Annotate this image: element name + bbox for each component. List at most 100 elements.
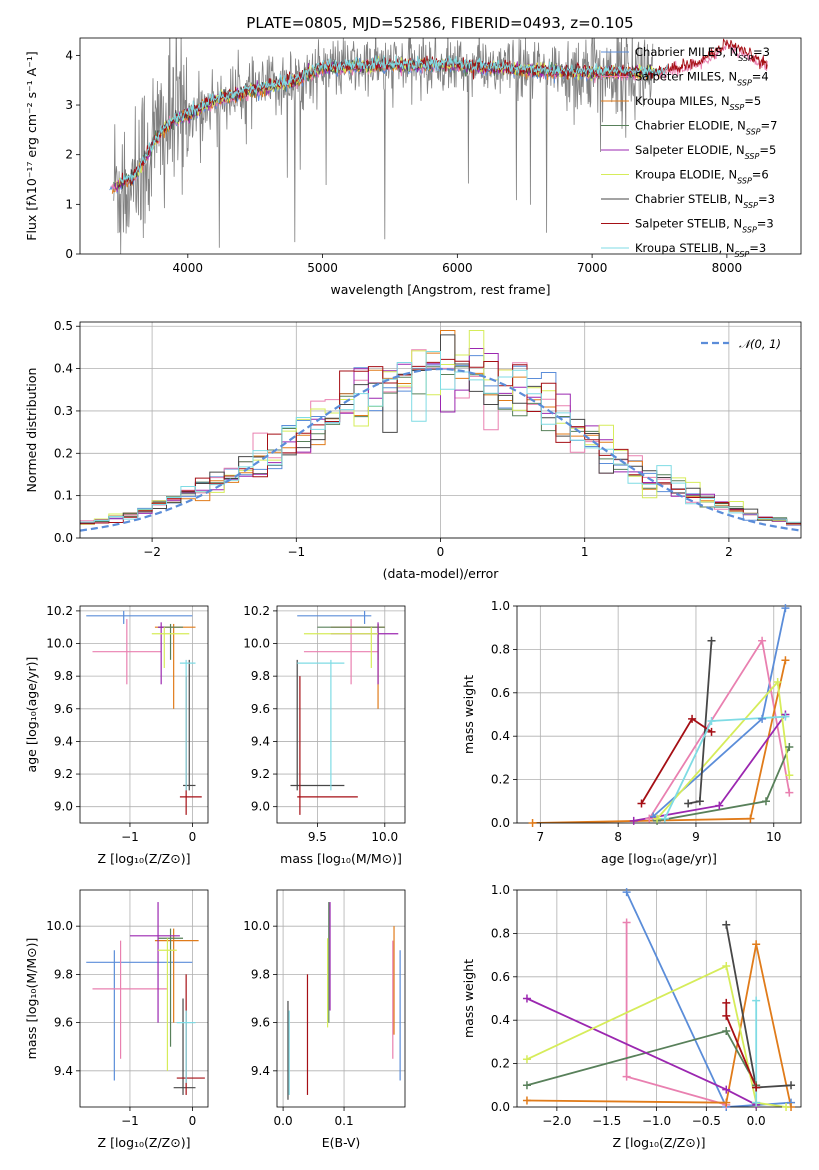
y-tick-label: 2 [65, 148, 73, 162]
x-axis-label: (data-model)/error [383, 566, 500, 581]
y-tick-label: 9.4 [251, 734, 270, 748]
weight-marker [773, 677, 782, 686]
x-axis-label: Z [log₁₀(Z/Z⊙)] [613, 1135, 706, 1150]
weight-marker [715, 801, 724, 810]
model-fit-line [115, 56, 660, 188]
weight-marker [528, 819, 537, 827]
weight-marker [781, 604, 790, 613]
x-axis-label: mass [log₁₀(M/M⊙)] [280, 851, 402, 866]
panel-age-vs-mass: 9.5 10.0 9.0 9.2 9.4 9.6 9.8 10.0 10.2 mass [log₁… [243, 604, 406, 866]
y-tick-label: 0.8 [491, 642, 510, 656]
y-tick-label: 1.0 [491, 599, 510, 613]
weight-marker [622, 1072, 631, 1081]
legend-label: Kroupa MILES, NSSP=5 [635, 94, 761, 112]
axes-frame [276, 889, 406, 1108]
weight-marker [746, 814, 755, 823]
x-tick-label: −2 [143, 545, 161, 559]
x-tick-label: 0.0 [274, 1114, 293, 1128]
x-tick-label: −0.5 [692, 1114, 721, 1128]
weight-marker [707, 636, 716, 645]
y-tick-label: 9.4 [54, 734, 73, 748]
y-tick-label: 9.6 [54, 1016, 73, 1030]
x-tick-label: −1 [121, 830, 139, 844]
x-tick-label: 8 [614, 830, 622, 844]
axes-frame [516, 605, 802, 824]
legend-label: Kroupa STELIB, NSSP=3 [635, 241, 766, 259]
y-tick-label: 9.2 [251, 767, 270, 781]
x-tick-label: 0 [189, 1114, 197, 1128]
weight-marker [761, 797, 770, 806]
x-tick-label: 2 [725, 545, 733, 559]
legend-label: Kroupa ELODIE, NSSP=6 [635, 168, 769, 186]
y-tick-label: 1 [65, 197, 73, 211]
x-tick-label: −1 [121, 1114, 139, 1128]
plot-area [80, 330, 801, 532]
weight-line [532, 660, 787, 823]
weight-marker [707, 717, 716, 726]
x-tick-label: −2.0 [542, 1114, 571, 1128]
grid-lines [80, 890, 208, 1107]
x-tick-label: 9 [692, 830, 700, 844]
weight-marker [722, 1027, 731, 1036]
weight-marker [522, 994, 531, 1003]
weight-marker [522, 1096, 531, 1105]
plot-area [290, 610, 399, 815]
weight-marker [752, 940, 761, 949]
weight-marker [752, 996, 761, 1005]
y-axis-label: Normed distribution [24, 368, 39, 493]
y-tick-label: 3 [65, 98, 73, 112]
y-tick-label: 0.2 [54, 446, 73, 460]
y-tick-label: 9.8 [251, 669, 270, 683]
legend: Chabrier MILES, NSSP=3 Salpeter MILES, NS… [601, 45, 777, 259]
weight-marker [695, 797, 704, 806]
plot-area [532, 608, 791, 823]
grid-lines [277, 606, 405, 823]
panel-spectrum: 4000 5000 6000 7000 8000 0 1 2 3 4 wavelength [Ang… [24, 37, 802, 297]
residual-histogram [80, 351, 801, 523]
plot-area [287, 902, 401, 1100]
weight-marker [722, 998, 731, 1007]
x-tick-label: 1 [581, 545, 589, 559]
plot-area [526, 891, 792, 1107]
x-axis-label: Z [log₁₀(Z/Z⊙)] [98, 1135, 191, 1150]
plot-area [86, 902, 205, 1095]
weight-marker [722, 1098, 731, 1107]
panel-mass-weight-vs-age: 7 8 9 10 0.0 0.2 0.4 0.6 0.8 1.0 age [log₁₀(age/yr… [461, 599, 802, 866]
x-tick-label: 4000 [173, 261, 204, 275]
y-tick-label: 0.6 [491, 686, 510, 700]
y-tick-label: 1.0 [491, 883, 510, 897]
weight-marker [758, 714, 767, 723]
y-tick-label: 0 [65, 247, 73, 261]
axes-frame [276, 605, 406, 824]
x-tick-label: 6000 [442, 261, 473, 275]
y-axis-label: age [log₁₀(age/yr)] [24, 657, 39, 773]
y-tick-label: 10.2 [46, 604, 73, 618]
panel-mass-vs-z: −1 0 9.4 9.6 9.8 10.0 Z [log₁₀(Z/Z⊙)] mass [log… [24, 889, 209, 1150]
y-tick-label: 0.1 [54, 489, 73, 503]
y-tick-label: 9.8 [251, 967, 270, 981]
x-tick-label: 0.1 [335, 1114, 354, 1128]
weight-marker [653, 814, 662, 823]
weight-marker [660, 814, 669, 823]
y-tick-label: 9.6 [54, 702, 73, 716]
axes-frame [79, 605, 209, 824]
weight-marker [752, 1083, 761, 1092]
legend-label: Salpeter STELIB, NSSP=3 [635, 217, 774, 235]
y-tick-label: 0.4 [54, 362, 73, 376]
x-tick-label: −1 [287, 545, 305, 559]
y-tick-label: 9.0 [54, 800, 73, 814]
model-fit-line [119, 55, 669, 183]
x-tick-label: 0 [437, 545, 445, 559]
panel-mass-vs-ebv: 0.0 0.1 9.4 9.6 9.8 10.0 E(B-V) [243, 889, 406, 1150]
x-axis-label: age [log₁₀(age/yr)] [601, 851, 717, 866]
weight-marker [722, 920, 731, 929]
y-tick-label: 9.6 [251, 702, 270, 716]
weight-line [625, 891, 792, 1107]
weight-line [526, 944, 792, 1107]
weight-line [652, 608, 787, 818]
y-tick-label: 10.0 [243, 919, 270, 933]
legend-label: Salpeter MILES, NSSP=4 [635, 70, 769, 88]
panel-age-vs-z: −1 0 9.0 9.2 9.4 9.6 9.8 10.0 10.2 Z [log₁₀(Z/Z⊙)… [24, 604, 209, 866]
weight-marker [722, 961, 731, 970]
y-tick-label: 9.4 [54, 1064, 73, 1078]
